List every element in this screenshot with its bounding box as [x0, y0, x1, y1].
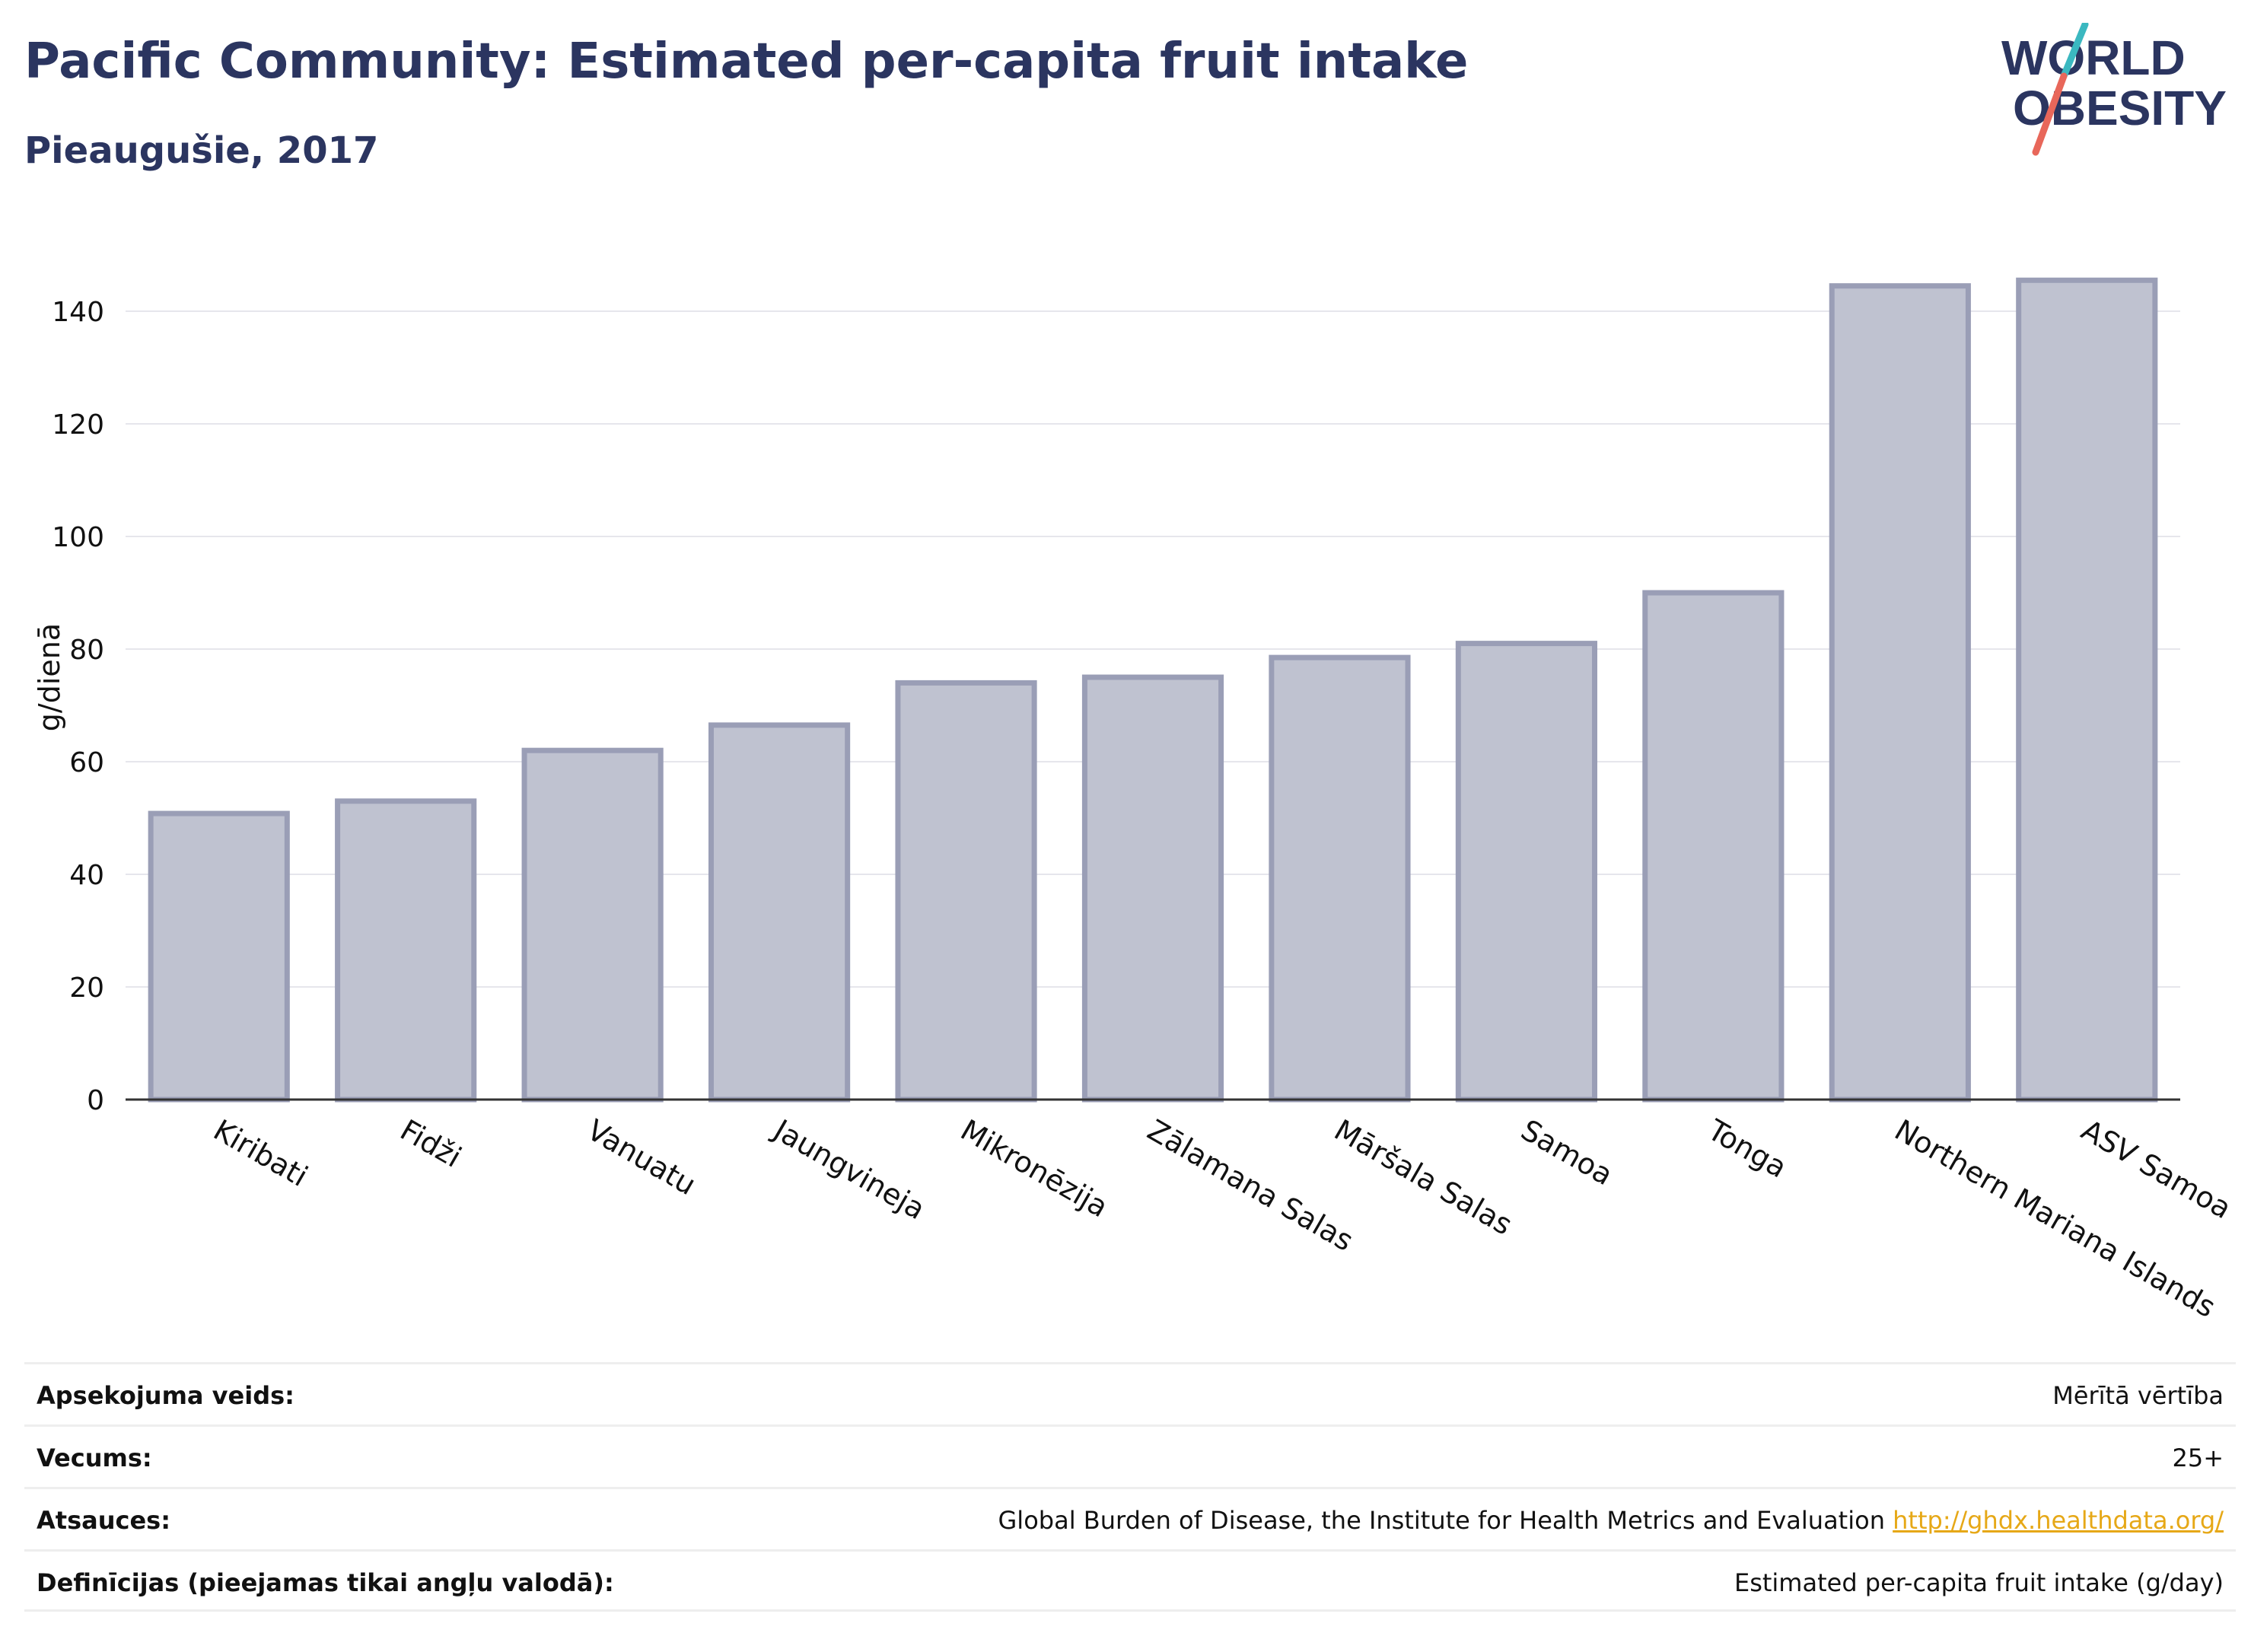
x-tick-label: Kiribati — [208, 1113, 314, 1193]
y-axis-label: g/dienā — [33, 623, 66, 731]
bar-fidži — [335, 798, 477, 1103]
bars — [148, 277, 2158, 1103]
y-tick-label: 40 — [69, 860, 104, 891]
x-tick-label: Tonga — [1702, 1112, 1792, 1184]
metadata-row: Apsekojuma veids: Mērītā vērtība — [24, 1362, 2236, 1424]
bar-zālamana-salas — [1081, 674, 1224, 1103]
x-tick-label: Northern Mariana Islands — [1889, 1113, 2221, 1324]
x-axis-ticks: Kiribati Fidži Vanuatu Jaungvineja Mikronēzi… — [208, 1112, 2237, 1324]
bar-māršala-salas — [1269, 654, 1411, 1103]
metadata-label: Definīcijas (pieejamas tikai angļu valod… — [37, 1568, 614, 1597]
x-tick-label: Samoa — [1515, 1113, 1618, 1192]
bar-northern-mariana-islands — [1829, 283, 1971, 1103]
metadata-value: Estimated per-capita fruit intake (g/day… — [1734, 1568, 2224, 1597]
x-tick-label: Vanuatu — [581, 1113, 702, 1202]
bar-samoa — [1455, 641, 1598, 1103]
metadata-label: Atsauces: — [37, 1506, 170, 1535]
x-tick-label: Mikronēzija — [955, 1113, 1113, 1224]
metadata-label: Vecums: — [37, 1444, 152, 1472]
logo-slash-teal — [2060, 23, 2089, 80]
logo-slash-red — [2032, 72, 2068, 156]
y-tick-label: 60 — [69, 747, 104, 778]
y-tick-label: 140 — [52, 297, 104, 328]
bar-mikronēzija — [895, 680, 1037, 1103]
metadata-value-text: Estimated per-capita fruit intake (g/day… — [1734, 1568, 2224, 1597]
y-tick-label: 100 — [52, 522, 104, 553]
metadata-row: Vecums: 25+ — [24, 1424, 2236, 1487]
metadata-value-text: Mērītā vērtība — [2052, 1381, 2224, 1410]
bar-chart: 0 20 40 60 80 100 120 140 Kiribati Fidži Vanuatu J… — [33, 277, 2237, 1324]
metadata-value: 25+ — [2172, 1444, 2224, 1472]
chart-title: Pacific Community: Estimated per-capita … — [24, 33, 1469, 90]
y-tick-label: 0 — [87, 1085, 104, 1116]
y-tick-label: 20 — [69, 972, 104, 1004]
chart-subtitle: Pieaugušie, 2017 — [24, 129, 379, 172]
metadata-row: Definīcijas (pieejamas tikai angļu valod… — [24, 1549, 2236, 1612]
y-axis-ticks: 0 20 40 60 80 100 120 140 — [52, 297, 104, 1116]
x-tick-label: Zālamana Salas — [1142, 1113, 1359, 1258]
x-tick-label: Jaungvineja — [767, 1112, 931, 1227]
metadata-value: Mērītā vērtība — [2052, 1381, 2224, 1410]
metadata-row: Atsauces: Global Burden of Disease, the I… — [24, 1487, 2236, 1549]
bar-vanuatu — [521, 747, 664, 1103]
source-link[interactable]: http://ghdx.healthdata.org/ — [1893, 1506, 2224, 1535]
metadata-table: Apsekojuma veids: Mērītā vērtība Vecums: 25… — [24, 1362, 2236, 1612]
metadata-label: Apsekojuma veids: — [37, 1381, 295, 1410]
bar-jaungvineja — [708, 722, 851, 1103]
y-tick-label: 120 — [52, 409, 104, 441]
bar-kiribati — [148, 810, 290, 1103]
metadata-value: Global Burden of Disease, the Institute … — [998, 1506, 2224, 1535]
bar-asv-samoa — [2016, 277, 2158, 1103]
y-tick-label: 80 — [69, 635, 104, 666]
logo-line1: WORLD — [2001, 30, 2186, 85]
x-tick-label: Māršala Salas — [1329, 1113, 1518, 1242]
x-tick-label: Fidži — [395, 1113, 467, 1174]
bar-tonga — [1642, 590, 1785, 1103]
metadata-value-text: 25+ — [2172, 1444, 2224, 1472]
metadata-value-text: Global Burden of Disease, the Institute … — [998, 1506, 1885, 1535]
x-tick-label: ASV Samoa — [2076, 1113, 2237, 1226]
world-obesity-logo: WORLD OBESITY — [2001, 23, 2227, 156]
